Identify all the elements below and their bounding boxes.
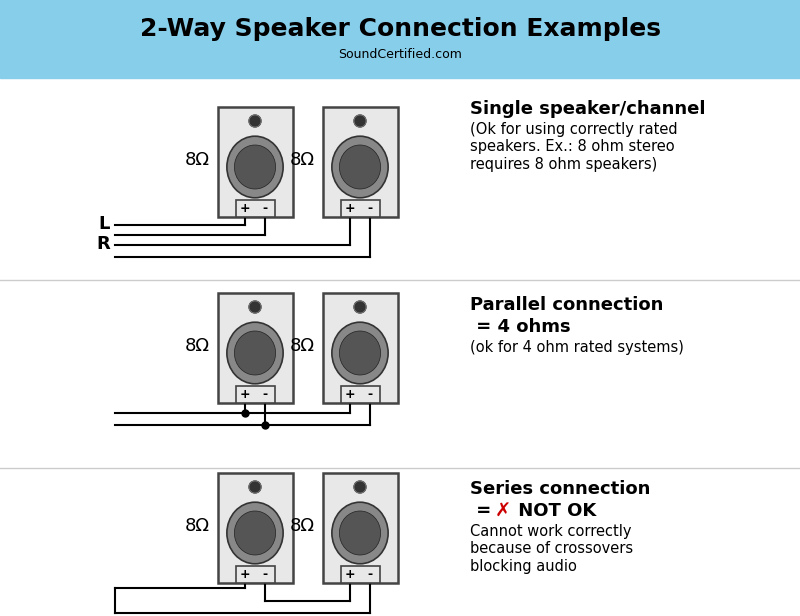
Text: 8Ω: 8Ω bbox=[290, 517, 315, 535]
Bar bbox=[218, 473, 293, 583]
Bar bbox=[218, 107, 293, 217]
Circle shape bbox=[354, 115, 366, 127]
Ellipse shape bbox=[234, 511, 276, 555]
Text: NOT OK: NOT OK bbox=[512, 502, 596, 520]
Ellipse shape bbox=[339, 331, 381, 375]
Bar bbox=[0, 0, 800, 78]
Ellipse shape bbox=[339, 511, 381, 555]
Ellipse shape bbox=[227, 502, 283, 564]
Circle shape bbox=[354, 481, 366, 493]
Text: -: - bbox=[262, 202, 267, 215]
Text: +: + bbox=[240, 388, 250, 401]
Bar bbox=[322, 293, 398, 403]
Text: 8Ω: 8Ω bbox=[290, 151, 315, 169]
Ellipse shape bbox=[332, 136, 388, 198]
Ellipse shape bbox=[332, 322, 388, 384]
Text: Cannot work correctly
because of crossovers
blocking audio: Cannot work correctly because of crossov… bbox=[470, 524, 633, 573]
Circle shape bbox=[249, 115, 261, 127]
Text: Single speaker/channel: Single speaker/channel bbox=[470, 100, 706, 118]
Text: (ok for 4 ohm rated systems): (ok for 4 ohm rated systems) bbox=[470, 340, 684, 355]
Text: +: + bbox=[345, 568, 355, 581]
Bar bbox=[341, 386, 379, 403]
Text: 8Ω: 8Ω bbox=[290, 337, 315, 355]
Bar bbox=[322, 473, 398, 583]
Text: Series connection: Series connection bbox=[470, 480, 650, 498]
Ellipse shape bbox=[339, 145, 381, 189]
Ellipse shape bbox=[227, 322, 283, 384]
Text: =: = bbox=[470, 502, 498, 520]
Bar bbox=[235, 200, 274, 217]
Bar bbox=[322, 107, 398, 217]
Circle shape bbox=[249, 481, 261, 493]
Text: (Ok for using correctly rated
speakers. Ex.: 8 ohm stereo
requires 8 ohm speaker: (Ok for using correctly rated speakers. … bbox=[470, 122, 678, 172]
Circle shape bbox=[354, 301, 366, 313]
Text: -: - bbox=[262, 388, 267, 401]
Ellipse shape bbox=[234, 331, 276, 375]
Bar bbox=[341, 200, 379, 217]
Ellipse shape bbox=[227, 136, 283, 198]
Text: +: + bbox=[345, 388, 355, 401]
Bar bbox=[341, 566, 379, 583]
Circle shape bbox=[249, 301, 261, 313]
Text: 8Ω: 8Ω bbox=[185, 517, 210, 535]
Text: 8Ω: 8Ω bbox=[185, 337, 210, 355]
Text: -: - bbox=[367, 568, 372, 581]
Text: = 4 ohms: = 4 ohms bbox=[470, 318, 570, 336]
Ellipse shape bbox=[332, 502, 388, 564]
Text: R: R bbox=[96, 235, 110, 253]
Bar bbox=[235, 566, 274, 583]
Text: 2-Way Speaker Connection Examples: 2-Way Speaker Connection Examples bbox=[139, 17, 661, 41]
Text: L: L bbox=[98, 215, 110, 233]
Bar bbox=[235, 386, 274, 403]
Bar bbox=[218, 293, 293, 403]
Ellipse shape bbox=[234, 145, 276, 189]
Text: ✗: ✗ bbox=[495, 502, 511, 521]
Text: +: + bbox=[345, 202, 355, 215]
Text: +: + bbox=[240, 202, 250, 215]
Text: +: + bbox=[240, 568, 250, 581]
Text: -: - bbox=[367, 388, 372, 401]
Text: 8Ω: 8Ω bbox=[185, 151, 210, 169]
Text: -: - bbox=[262, 568, 267, 581]
Text: SoundCertified.com: SoundCertified.com bbox=[338, 49, 462, 62]
Text: Parallel connection: Parallel connection bbox=[470, 296, 663, 314]
Text: -: - bbox=[367, 202, 372, 215]
